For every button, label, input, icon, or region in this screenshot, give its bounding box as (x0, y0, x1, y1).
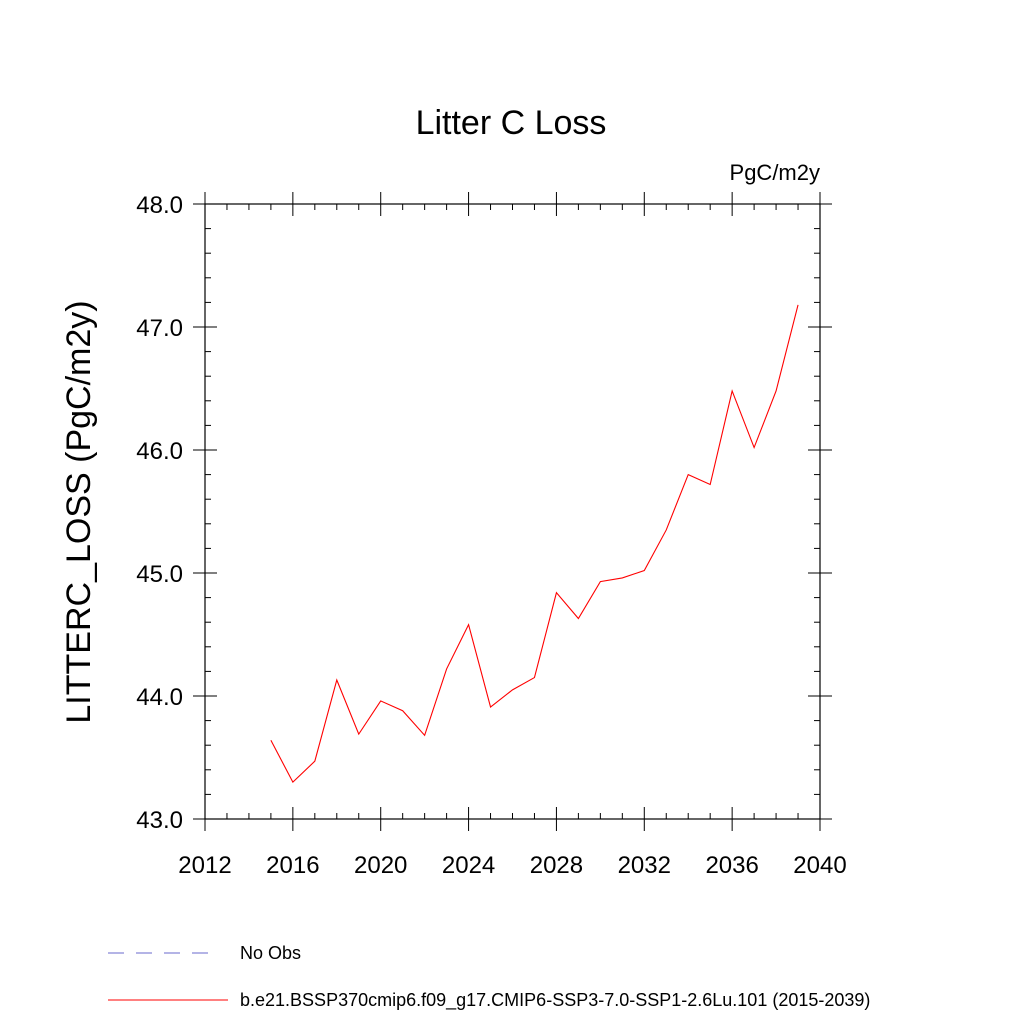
legend-label-no-obs: No Obs (240, 943, 301, 963)
legend-label-model-run: b.e21.BSSP370cmip6.f09_g17.CMIP6-SSP3-7.… (240, 990, 870, 1011)
axis-tick-labels: 2012 2016 2020 2024 2028 2032 2036 2040 43.0 44.0… (136, 192, 846, 879)
x-tick-label: 2032 (618, 852, 671, 879)
units-label: PgC/m2y (730, 160, 820, 185)
y-tick-label: 48.0 (136, 192, 183, 219)
x-tick-label: 2028 (530, 852, 583, 879)
y-tick-label: 43.0 (136, 807, 183, 834)
x-tick-label: 2016 (266, 852, 319, 879)
x-tick-label: 2012 (178, 852, 231, 879)
chart-title: Litter C Loss (416, 104, 607, 142)
y-tick-label: 44.0 (136, 684, 183, 711)
y-tick-label: 46.0 (136, 438, 183, 465)
y-tick-label: 47.0 (136, 315, 183, 342)
plot-frame (204, 203, 821, 820)
x-tick-label: 2024 (442, 852, 495, 879)
x-tick-label: 2020 (354, 852, 407, 879)
legend: No Obs b.e21.BSSP370cmip6.f09_g17.CMIP6-… (108, 943, 870, 1011)
y-tick-label: 45.0 (136, 561, 183, 588)
x-tick-label: 2036 (705, 852, 758, 879)
y-axis-label: LITTERC_LOSS (PgC/m2y) (60, 300, 98, 723)
axis-ticks (193, 192, 832, 831)
series-line-0 (270, 304, 799, 784)
series-layer (270, 304, 799, 784)
x-tick-label: 2040 (793, 852, 846, 879)
